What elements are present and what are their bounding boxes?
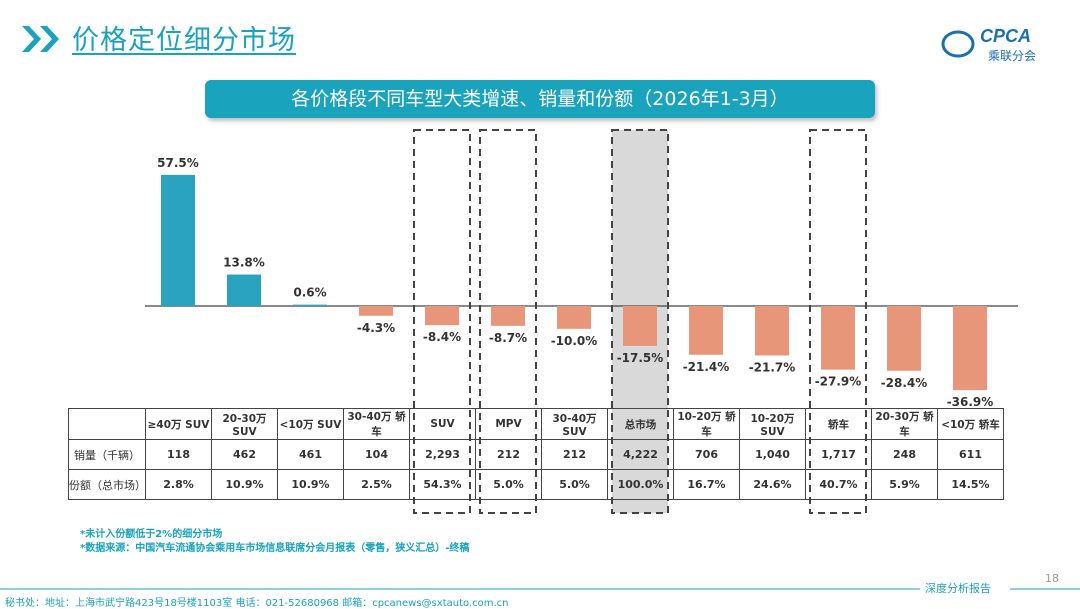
table-cell: 1,717 [805,439,872,470]
table-cell: 5.0% [475,469,542,500]
table-cell: 1,040 [739,439,806,470]
data-table: ≥40万 SUV 20-30万 SUV <10万 SUV 30-40万 轿车 SUV MP… [68,408,1004,500]
table-cell: 24.6% [739,469,806,500]
bar [887,306,921,371]
column-header: 20-30万 轿车 [871,408,938,440]
table-cell: 100.0% [607,469,674,500]
column-header: <10万 轿车 [937,408,1004,440]
table-cell: 2.8% [145,469,212,500]
table-cell: 40.7% [805,469,872,500]
table-cell: 5.0% [541,469,608,500]
row-label: 份额（总市场） [68,469,146,500]
data-label: -27.9% [815,375,862,389]
column-header: <10万 SUV [277,408,344,440]
table-cell: 462 [211,439,278,470]
column-header: 总市场 [607,408,674,440]
chart-title-banner: 各价格段不同车型大类增速、销量和份额（2026年1-3月） [205,80,875,118]
data-label: 57.5% [157,156,199,170]
report-label: 深度分析报告 [925,582,991,595]
table-cell: 14.5% [937,469,1004,500]
column-header: 30-40万 轿车 [343,408,410,440]
column-header: 10-20万 轿车 [673,408,740,440]
table-cell: 4,222 [607,439,674,470]
bar [953,306,987,391]
data-label: -8.7% [489,331,527,345]
data-label: -10.0% [551,334,598,348]
chevron-icon [22,26,59,52]
bar [227,274,261,306]
data-label: -8.4% [423,330,461,344]
table-row: 份额（总市场） 2.8% 10.9% 10.9% 2.5% 54.3% 5.0% 5.0% 10… [68,469,1004,500]
table-cell: 248 [871,439,938,470]
bar [689,306,723,355]
corner-cell [68,408,146,440]
data-label: -21.4% [683,360,730,374]
data-label: 13.8% [223,256,265,270]
table-cell: 16.7% [673,469,740,500]
table-header-row: ≥40万 SUV 20-30万 SUV <10万 SUV 30-40万 轿车 SUV MP… [68,408,1004,440]
table-cell: 2.5% [343,469,410,500]
data-label: -4.3% [357,321,395,335]
footer-divider [1010,588,1080,590]
table-cell: 54.3% [409,469,476,500]
bar [623,306,657,346]
table-cell: 5.9% [871,469,938,500]
bar [755,306,789,356]
table-cell: 461 [277,439,344,470]
note: *数据来源：中国汽车流通协会乘用车市场信息联席分会月报表（零售，狭义汇总）-终稿 [80,543,470,554]
page-number: 18 [1045,572,1059,585]
column-header: ≥40万 SUV [145,408,212,440]
row-label: 销量（千辆） [68,439,146,470]
bar [161,174,195,306]
bar [821,306,855,370]
note: *未计入份额低于2%的细分市场 [80,529,223,540]
svg-text:乘联分会: 乘联分会 [988,49,1036,63]
data-label: -21.7% [749,360,796,374]
column-header: 20-30万 SUV [211,408,278,440]
cpca-logo: CPCA 乘联分会 [940,20,1060,64]
data-label: -17.5% [617,351,664,365]
footer-address: 秘书处：地址：上海市武宁路423号18号楼1103室 电话：021-526809… [5,598,509,609]
data-label: -28.4% [881,376,928,390]
table-cell: 118 [145,439,212,470]
column-header: 30-40万 SUV [541,408,608,440]
table-cell: 212 [475,439,542,470]
footer-divider [0,588,920,590]
bar [425,306,459,326]
bar [557,306,591,329]
page-title: 价格定位细分市场 [72,25,296,56]
table-row: 销量（千辆） 118 462 461 104 2,293 212 212 4,222 706 1,0… [68,439,1004,470]
column-header: 轿车 [805,408,872,440]
column-header: 10-20万 SUV [739,408,806,440]
table-cell: 104 [343,439,410,470]
column-header: MPV [475,408,542,440]
table-cell: 10.9% [211,469,278,500]
table-cell: 2,293 [409,439,476,470]
table-cell: 611 [937,439,1004,470]
bar [491,306,525,326]
bar [293,304,327,306]
svg-text:CPCA: CPCA [980,26,1031,46]
data-label: 0.6% [293,286,326,300]
column-header: SUV [409,408,476,440]
bar [359,306,393,316]
table-cell: 706 [673,439,740,470]
table-cell: 10.9% [277,469,344,500]
table-cell: 212 [541,439,608,470]
